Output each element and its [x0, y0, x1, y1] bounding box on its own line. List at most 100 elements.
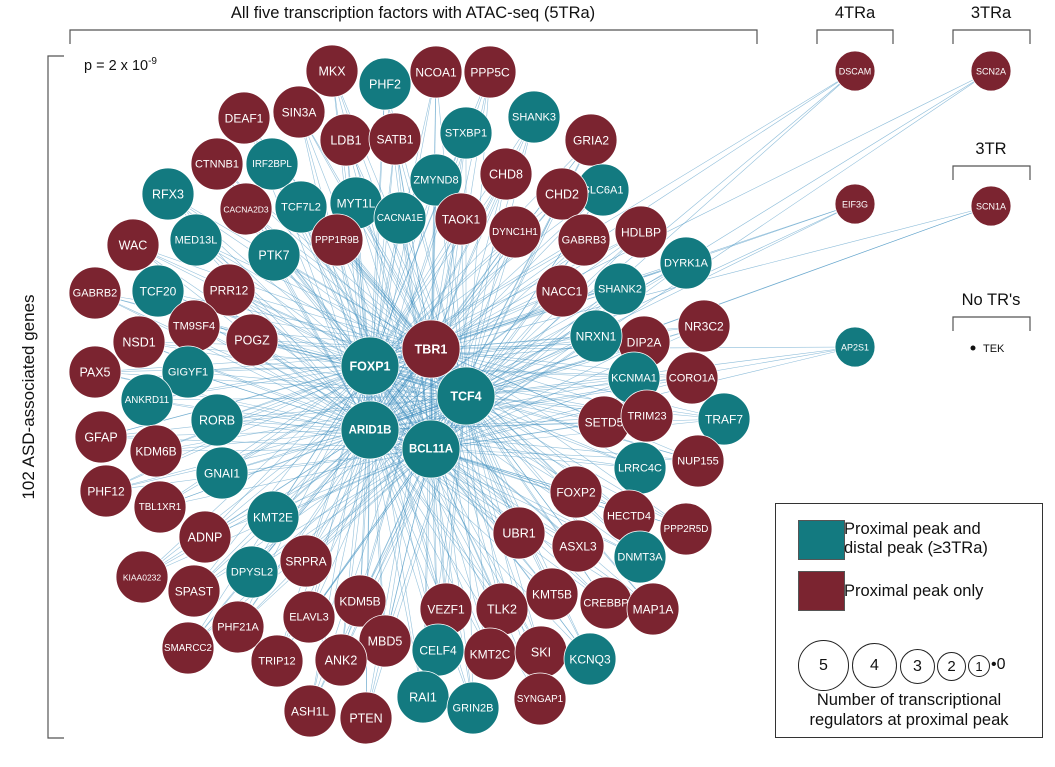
gene-node-foxp2: FOXP2 [549, 465, 603, 519]
edge [445, 395, 467, 610]
edge [228, 289, 432, 350]
gene-circle [671, 434, 725, 488]
gene-label: GNAI1 [204, 467, 240, 481]
gene-circle [333, 574, 387, 628]
gene-label: PAX5 [79, 366, 110, 380]
size-circle-3: 3 [900, 649, 935, 684]
gene-label: CACNA2D3 [223, 205, 269, 215]
gene-node-kdm5b: KDM5B [333, 574, 387, 628]
gene-node-rfx3: RFX3 [141, 167, 195, 221]
gene-label: KMT2E [253, 511, 293, 525]
edge [465, 395, 579, 547]
edge [369, 365, 654, 610]
edge [365, 448, 432, 719]
gene-circle [434, 192, 488, 246]
bracket-y-axis [47, 55, 64, 739]
gene-label: ASH1L [291, 705, 329, 719]
gene-node-rai1: RAI1 [396, 670, 450, 724]
gene-circle [129, 424, 183, 478]
edge [193, 348, 432, 592]
gene-node-ldb1: LDB1 [319, 113, 373, 167]
gene-node-tcf4: TCF4 [436, 366, 496, 426]
header-3tr: 3TR [975, 140, 1006, 158]
gene-node-gabrb3: GABRB3 [557, 213, 611, 267]
gene-circle [401, 319, 461, 379]
edge [187, 348, 432, 649]
gene-node-nrxn1: NRXN1 [569, 309, 623, 363]
gene-circle [436, 366, 496, 426]
gene-node-kiaa0232: KIAA0232 [115, 550, 169, 604]
gene-node-dnmt3a: DNMT3A [613, 530, 667, 584]
gene-circle [697, 392, 751, 446]
edge [159, 429, 371, 508]
gene-node-tlk2: TLK2 [475, 582, 529, 636]
edge [369, 429, 553, 595]
p-value: p = 2 x 10-9 [84, 56, 157, 74]
gene-label: MBD5 [368, 635, 403, 649]
gene-node-ankrd11: ANKRD11 [120, 373, 174, 427]
gene-label: SLC6A1 [583, 185, 624, 197]
edge [216, 395, 467, 421]
gene-label: CACNA1E [377, 213, 424, 224]
gene-label: VEZF1 [427, 603, 465, 617]
gene-circle [834, 50, 876, 92]
edge [195, 239, 432, 350]
gene-node-kcnq3: KCNQ3 [563, 632, 617, 686]
gene-label: TAOK1 [442, 213, 481, 227]
gene-circle [593, 262, 647, 316]
edge [159, 365, 371, 508]
gene-label: CTNNB1 [195, 159, 239, 171]
tek-label: TEK [983, 343, 1005, 355]
edge [465, 288, 621, 397]
gene-label: ASXL3 [559, 540, 597, 554]
gene-circle [131, 264, 185, 318]
gene-label: SHANK2 [598, 284, 642, 296]
edge [465, 346, 856, 397]
edge [195, 239, 371, 367]
edge [204, 365, 371, 538]
gene-label: CORO1A [669, 373, 716, 385]
gene-node-dync1h1: DYNC1H1 [488, 205, 542, 259]
gene-circle [564, 113, 618, 167]
gene-circle [250, 634, 304, 688]
gene-circle [141, 167, 195, 221]
gene-circle [211, 600, 265, 654]
gene-circle [551, 519, 605, 573]
gene-label: RFX3 [152, 188, 184, 202]
gene-circle [279, 534, 333, 588]
edge [460, 218, 467, 397]
gene-node-crebbp: CREBBP [579, 576, 633, 630]
gene-circle [246, 490, 300, 544]
gene-label: ZMYND8 [413, 175, 458, 187]
gene-label: NSD1 [122, 336, 155, 350]
gene-node-tcf7l2: TCF7L2 [274, 180, 328, 234]
gene-label: RORB [199, 414, 235, 428]
gene-node-chd2: CHD2 [535, 167, 589, 221]
gene-label: KCNQ3 [569, 653, 611, 667]
gene-node-zmynd8: ZMYND8 [409, 153, 463, 207]
gene-label: GABRB2 [73, 288, 118, 300]
header-3tra: 3TRa [971, 4, 1012, 22]
gene-node-satb1: SATB1 [368, 112, 422, 166]
gene-circle [659, 236, 713, 290]
gene-label: TBR1 [415, 343, 448, 357]
gene-label: DEAF1 [225, 112, 264, 126]
gene-circle [225, 545, 279, 599]
size-circle-4: 4 [852, 643, 897, 688]
gene-label: TM9SF4 [173, 321, 215, 333]
legend-teal-label: Proximal peak and distal peak (≥3TRa) [844, 520, 988, 557]
gene-circle [525, 567, 579, 621]
bracket-5tra [69, 29, 758, 44]
gene-circle [513, 672, 567, 726]
bracket-3tr [952, 165, 1031, 180]
gene-label: TRIP12 [258, 656, 295, 668]
gene-node-foxp1: FOXP1 [340, 336, 400, 396]
gene-circle [225, 313, 279, 367]
edge [430, 173, 507, 350]
gene-circle [274, 180, 328, 234]
gene-node-cacna1e: CACNA1E [373, 191, 427, 245]
gene-node-slc6a1: SLC6A1 [576, 163, 630, 217]
gene-label: SCN1A [976, 202, 1006, 212]
gene-label: TCF7L2 [281, 202, 321, 214]
gene-circle [247, 228, 301, 282]
